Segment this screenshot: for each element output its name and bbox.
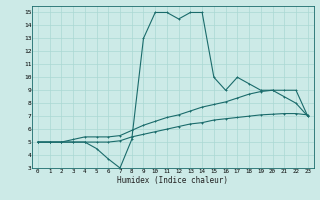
X-axis label: Humidex (Indice chaleur): Humidex (Indice chaleur) <box>117 176 228 185</box>
